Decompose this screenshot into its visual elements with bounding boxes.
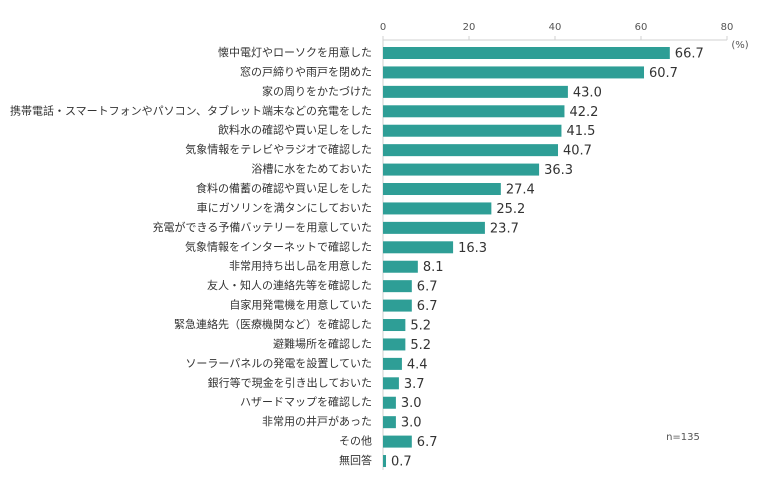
category-label: 飲料水の確認や買い足しをした bbox=[218, 123, 372, 137]
value-label: 6.7 bbox=[417, 299, 438, 314]
value-label: 8.1 bbox=[423, 260, 444, 275]
bar bbox=[383, 319, 406, 332]
value-label: 43.0 bbox=[573, 85, 602, 100]
bar bbox=[383, 260, 418, 273]
bar bbox=[383, 435, 412, 448]
value-label: 60.7 bbox=[649, 66, 678, 81]
category-label: 友人・知人の連絡先等を確認した bbox=[207, 278, 372, 292]
category-label: 携帯電話・スマートフォンやパソコン、タブレット端末などの充電をした bbox=[10, 103, 372, 117]
x-tick-label: 20 bbox=[463, 22, 476, 33]
bar bbox=[383, 144, 559, 157]
value-label: 66.7 bbox=[675, 47, 704, 62]
category-label: ソーラーパネルの発電を設置していた bbox=[185, 356, 372, 370]
category-label: 無回答 bbox=[339, 453, 372, 467]
category-label: 非常用持ち出し品を用意した bbox=[229, 259, 372, 273]
x-tick-label: 0 bbox=[380, 22, 386, 33]
bar bbox=[383, 241, 454, 254]
value-label: 3.7 bbox=[404, 377, 425, 392]
value-label: 16.3 bbox=[458, 241, 487, 256]
value-label: 4.4 bbox=[407, 357, 428, 372]
bar bbox=[383, 221, 485, 234]
value-label: 3.0 bbox=[401, 396, 422, 411]
value-label: 0.7 bbox=[391, 455, 412, 470]
unit-label: (%) bbox=[731, 40, 748, 51]
bar bbox=[383, 416, 396, 429]
bar bbox=[383, 280, 412, 293]
x-tick-label: 60 bbox=[635, 22, 648, 33]
category-label: 気象情報をテレビやラジオで確認した bbox=[185, 142, 372, 156]
x-tick-label: 40 bbox=[549, 22, 562, 33]
bar bbox=[383, 47, 670, 59]
category-label: その他 bbox=[339, 435, 372, 448]
bar bbox=[383, 105, 565, 118]
bar bbox=[383, 357, 402, 370]
category-label: 食料の備蓄の確認や買い足しをした bbox=[196, 181, 372, 195]
value-label: 36.3 bbox=[544, 163, 573, 178]
bar bbox=[383, 338, 406, 351]
bar bbox=[383, 66, 645, 79]
value-label: 6.7 bbox=[417, 280, 438, 295]
category-label: 浴槽に水をためておいた bbox=[251, 163, 372, 176]
bar bbox=[383, 396, 396, 409]
value-label: 27.4 bbox=[506, 183, 535, 198]
value-label: 3.0 bbox=[401, 416, 422, 431]
bar bbox=[383, 377, 399, 390]
category-label: 緊急連絡先（医療機関など）を確認した bbox=[174, 317, 372, 331]
category-label: 避難場所を確認した bbox=[273, 336, 372, 350]
category-label: 車にガソリンを満タンにしておいた bbox=[197, 200, 372, 214]
category-label: 気象情報をインターネットで確認した bbox=[185, 239, 372, 253]
note: n=135 bbox=[666, 432, 700, 443]
value-label: 6.7 bbox=[417, 435, 438, 450]
category-label: 窓の戸締りや雨戸を閉めた bbox=[240, 64, 372, 78]
bar bbox=[383, 124, 562, 137]
category-label: 非常用の井戸があった bbox=[262, 414, 372, 428]
category-label: 充電ができる予備バッテリーを用意していた bbox=[153, 220, 372, 234]
value-label: 25.2 bbox=[496, 202, 525, 217]
value-label: 23.7 bbox=[490, 221, 519, 236]
category-label: ハザードマップを確認した bbox=[240, 395, 372, 409]
category-label: 懐中電灯やローソクを用意した bbox=[218, 45, 372, 59]
bar bbox=[383, 85, 568, 98]
value-label: 42.2 bbox=[569, 105, 598, 120]
category-label: 銀行等で現金を引き出しておいた bbox=[208, 375, 372, 389]
bar bbox=[383, 163, 540, 176]
category-label: 自家用発電機を用意していた bbox=[229, 298, 372, 312]
bar bbox=[383, 299, 412, 312]
x-tick-label: 80 bbox=[721, 22, 734, 33]
value-label: 40.7 bbox=[563, 144, 592, 159]
value-label: 5.2 bbox=[410, 319, 431, 334]
bar bbox=[383, 202, 492, 215]
value-label: 41.5 bbox=[566, 124, 595, 139]
bar bbox=[383, 183, 501, 196]
bar bbox=[383, 455, 387, 468]
category-label: 家の周りをかたづけた bbox=[262, 84, 372, 98]
value-label: 5.2 bbox=[410, 338, 431, 353]
